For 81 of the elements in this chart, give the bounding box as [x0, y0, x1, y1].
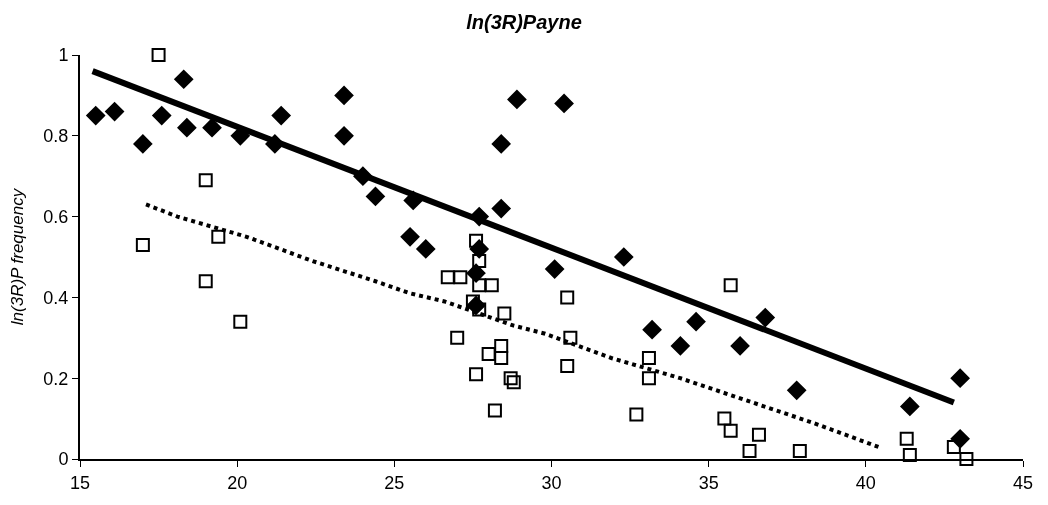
- point: [506, 375, 521, 390]
- point: [469, 367, 484, 382]
- point: [400, 227, 420, 247]
- point: [105, 102, 125, 122]
- point: [959, 452, 974, 466]
- point: [453, 270, 468, 285]
- point: [686, 312, 706, 332]
- point: [151, 48, 166, 62]
- point: [560, 359, 575, 374]
- point: [481, 346, 496, 361]
- point: [723, 423, 738, 438]
- y-tick-label: 0.6: [43, 206, 69, 227]
- point: [497, 306, 512, 321]
- x-tick-label: 15: [69, 472, 91, 493]
- point: [563, 330, 578, 345]
- point: [450, 330, 465, 345]
- x-tick-label: 45: [1012, 472, 1034, 493]
- point: [503, 371, 518, 386]
- point: [334, 126, 354, 146]
- x-tick-label: 20: [227, 472, 248, 493]
- point: [233, 314, 248, 329]
- point: [494, 338, 509, 353]
- point: [177, 118, 197, 138]
- x-tick-label: 25: [384, 472, 405, 493]
- x-tick-label: 40: [855, 472, 876, 493]
- point: [641, 371, 656, 386]
- point: [742, 443, 757, 458]
- point: [554, 94, 574, 113]
- y-tick-label: 0: [58, 449, 69, 470]
- point: [717, 411, 732, 426]
- point: [86, 106, 106, 126]
- point: [507, 89, 527, 109]
- point: [902, 447, 917, 462]
- point: [135, 237, 150, 252]
- point: [545, 259, 565, 279]
- point: [271, 106, 291, 126]
- y-tick-label: 0.2: [43, 368, 69, 389]
- chart-title: ln(3R)Payne: [466, 11, 582, 34]
- y-axis-title: ln(3R)P frequency: [8, 187, 28, 326]
- y-tick-label: 0.4: [43, 287, 69, 308]
- x-tick-label: 35: [698, 472, 719, 493]
- y-tick-label: 0.8: [43, 126, 69, 147]
- point: [440, 270, 455, 285]
- point: [900, 397, 920, 416]
- x-tick-label: 30: [541, 472, 562, 493]
- point: [366, 186, 385, 206]
- point: [334, 85, 354, 105]
- point: [792, 443, 807, 458]
- point: [465, 294, 480, 309]
- point: [642, 320, 662, 340]
- point: [469, 233, 484, 248]
- point: [641, 351, 656, 365]
- point: [472, 278, 487, 293]
- point: [487, 403, 502, 418]
- point: [152, 106, 172, 126]
- point: [198, 173, 213, 188]
- point: [950, 368, 970, 388]
- point: [730, 336, 750, 356]
- point: [202, 118, 222, 138]
- point: [484, 278, 499, 293]
- point: [755, 308, 775, 328]
- point: [560, 290, 575, 305]
- point: [670, 336, 690, 356]
- point: [491, 199, 511, 218]
- point: [899, 431, 914, 446]
- point: [629, 407, 644, 422]
- point: [491, 134, 511, 154]
- point: [198, 274, 213, 289]
- line-series: [144, 202, 881, 449]
- point: [494, 351, 509, 365]
- point: [472, 302, 487, 317]
- point: [751, 427, 766, 442]
- y-tick-label: 1: [58, 45, 69, 66]
- point: [174, 69, 194, 89]
- point: [614, 247, 634, 267]
- point: [787, 380, 807, 400]
- point: [416, 239, 436, 259]
- point: [133, 134, 153, 154]
- point: [723, 278, 738, 293]
- point: [211, 229, 226, 244]
- point: [472, 254, 487, 269]
